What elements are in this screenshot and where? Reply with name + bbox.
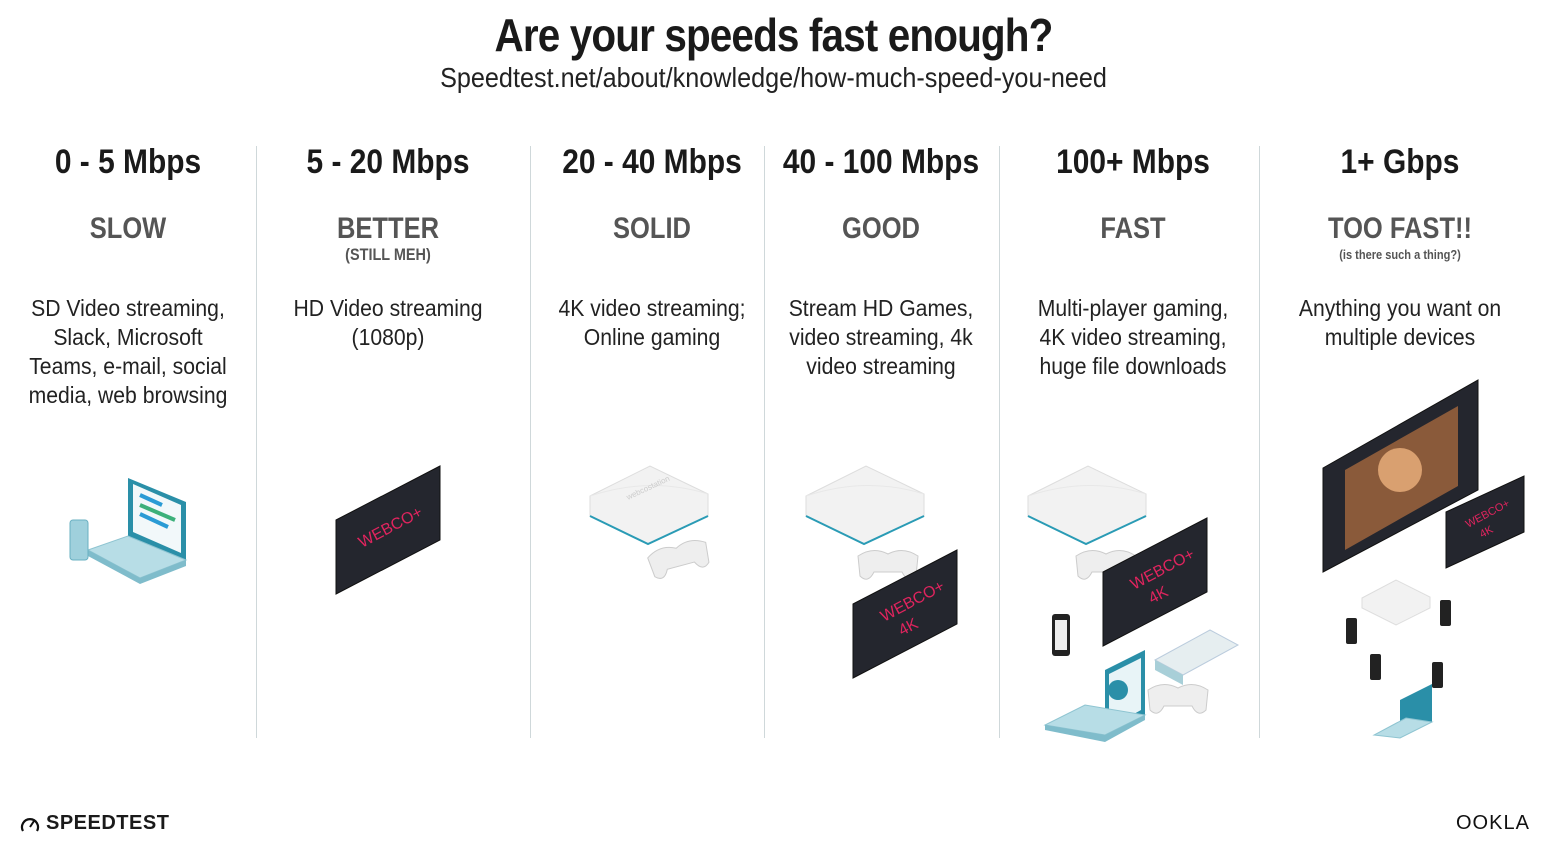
tier-note: (STILL MEH) <box>345 245 431 264</box>
tier-label: SLOW <box>89 212 167 245</box>
tier-label: SOLID <box>613 212 691 245</box>
tier-description: 4K video streaming; Online gaming <box>558 295 746 350</box>
tier-description: SD Video streaming, Slack, Microsoft Tea… <box>28 295 228 408</box>
tier-speed: 0 - 5 Mbps <box>54 143 202 181</box>
tv-icon: WEBCO+ <box>335 465 441 595</box>
tier-speed: 20 - 40 Mbps <box>562 143 742 181</box>
divider <box>764 146 765 738</box>
tier-better: 5 - 20 Mbps BETTER (STILL MEH) <box>268 140 508 264</box>
divider <box>1259 146 1260 738</box>
divider <box>530 146 531 738</box>
speedtest-logo: SPEEDTEST <box>20 812 169 835</box>
tier-label: BETTER <box>337 212 439 245</box>
tier-speed: 100+ Mbps <box>1056 143 1210 181</box>
tv-icon: WEBCO+ 4K <box>1102 517 1208 647</box>
tier-label: TOO FAST!! <box>1327 212 1473 245</box>
divider <box>999 146 1000 738</box>
tier-good: 40 - 100 Mbps GOOD <box>766 140 996 246</box>
speedtest-logo-text: SPEEDTEST <box>46 812 170 834</box>
page-title: Are your speeds fast enough? <box>494 9 1054 61</box>
tier-description: Multi-player gaming, 4K video streaming,… <box>1037 295 1229 379</box>
tv-resolution: 4K <box>1478 523 1496 540</box>
tier-slow: 0 - 5 Mbps SLOW <box>8 140 248 246</box>
tv-icon: WEBCO+ 4K <box>1445 475 1525 569</box>
tier-too-fast: 1+ Gbps TOO FAST!! (is there such a thin… <box>1280 140 1520 264</box>
gauge-icon <box>20 817 40 832</box>
game-console-icon <box>1361 579 1431 626</box>
game-console-icon <box>805 465 925 580</box>
tier-speed: 1+ Gbps <box>1340 143 1460 181</box>
tier-solid: 20 - 40 Mbps SOLID <box>537 140 767 246</box>
phone-icon <box>1052 614 1070 656</box>
ookla-logo: OOKLA <box>1456 812 1530 834</box>
tier-note: (is there such a thing?) <box>1339 247 1461 262</box>
phone-icon <box>1346 600 1451 688</box>
divider <box>256 146 257 738</box>
tier-description: Anything you want on multiple devices <box>1298 295 1502 350</box>
tv-icon: WEBCO+ 4K <box>852 549 958 679</box>
laptop-icon <box>69 478 188 584</box>
tier-speed: 40 - 100 Mbps <box>782 143 980 181</box>
tier-speed: 5 - 20 Mbps <box>306 143 470 181</box>
tier-label: FAST <box>1100 212 1166 245</box>
tier-label: GOOD <box>842 212 920 245</box>
source-url: Speedtest.net/about/knowledge/how-much-s… <box>440 62 1107 93</box>
game-console-icon: webcostation <box>589 465 713 581</box>
tier-description: Stream HD Games, video streaming, 4k vid… <box>788 295 974 379</box>
tv-icon <box>1322 379 1479 573</box>
laptop-icon <box>1372 684 1434 739</box>
game-console-icon <box>1147 629 1240 714</box>
tier-description: HD Video streaming (1080p) <box>293 295 483 350</box>
tier-fast: 100+ Mbps FAST <box>1013 140 1253 246</box>
laptop-icon <box>1044 649 1146 743</box>
